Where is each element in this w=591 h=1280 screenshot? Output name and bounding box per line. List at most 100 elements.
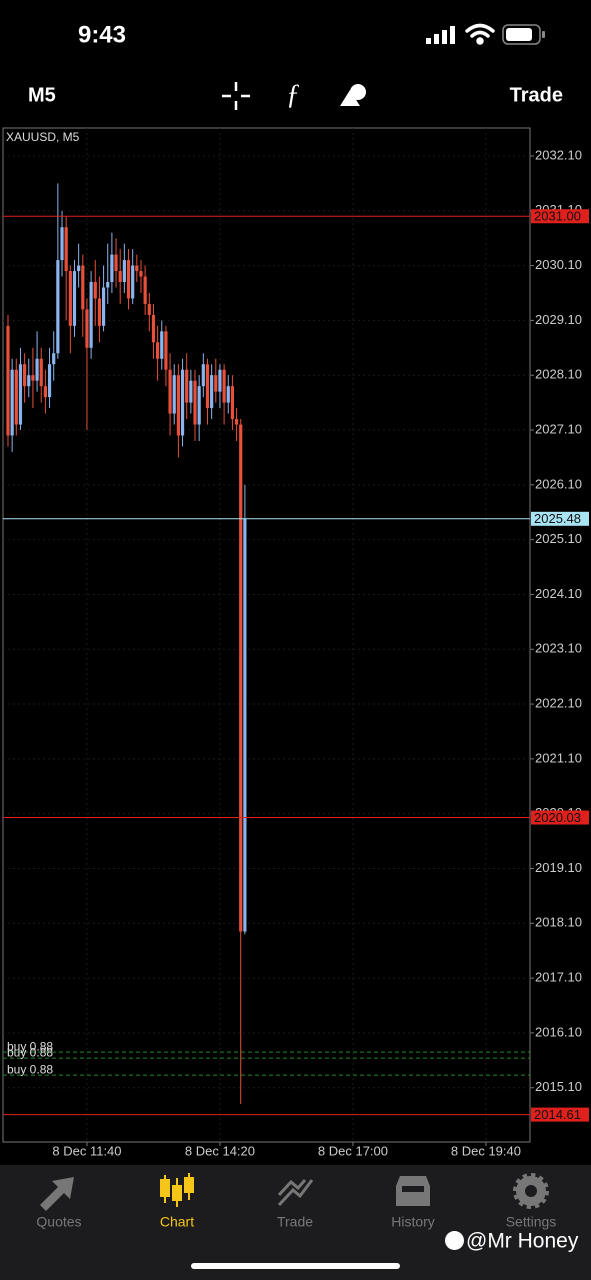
chart-icon xyxy=(160,1173,194,1207)
order-label: buy 0.88 xyxy=(7,1045,53,1059)
objects-button[interactable] xyxy=(340,84,366,106)
candle-body xyxy=(72,271,77,326)
candle-body xyxy=(110,254,114,283)
candle-body xyxy=(101,287,106,326)
candle-body xyxy=(214,375,218,392)
price-level-tag xyxy=(531,209,589,224)
tabs: Quotes Chart Trade History Settings xyxy=(36,1214,556,1230)
y-tick-label: 2030.10 xyxy=(535,257,582,272)
tab-label[interactable]: Quotes xyxy=(36,1214,81,1230)
candle-body xyxy=(64,227,68,272)
candle-body xyxy=(122,260,126,283)
candle-body xyxy=(18,364,23,425)
candle-body xyxy=(23,364,27,387)
plot: 2032.102031.102030.102029.102028.102027.… xyxy=(3,128,589,1158)
trade-icon xyxy=(277,1179,314,1207)
y-tick-label: 2026.10 xyxy=(535,476,582,491)
candle-body xyxy=(114,254,118,272)
candle-body xyxy=(60,227,64,261)
candle-body xyxy=(14,369,18,425)
y-tick-label: 2019.10 xyxy=(535,860,582,875)
y-tick-label: 2021.10 xyxy=(535,750,582,765)
tab-label[interactable]: Trade xyxy=(277,1214,313,1230)
facebook-icon xyxy=(445,1231,464,1250)
candle-body xyxy=(143,276,147,304)
price-level-label: 2025.48 xyxy=(534,511,581,526)
wifi-icon xyxy=(465,23,495,45)
price-level-tag xyxy=(531,1107,589,1122)
candle-body xyxy=(239,424,243,932)
candle-body xyxy=(31,375,35,381)
candle-body xyxy=(151,314,156,343)
candle-body xyxy=(89,282,93,348)
tab-label[interactable]: History xyxy=(391,1214,435,1230)
candle-body xyxy=(10,369,14,436)
candle-body xyxy=(164,331,168,370)
candle-body xyxy=(35,358,39,381)
candle-body xyxy=(218,369,222,392)
trade-button[interactable]: Trade xyxy=(510,84,563,106)
battery-icon xyxy=(502,24,545,45)
candle-body xyxy=(106,282,110,288)
candle-body xyxy=(226,386,230,403)
candle-body xyxy=(81,265,85,310)
home-indicator xyxy=(191,1263,400,1269)
watermark: @Mr Honey xyxy=(466,1230,579,1253)
order-label: buy 0.88 xyxy=(7,1062,53,1076)
y-tick-label: 2027.10 xyxy=(535,421,582,436)
indicators-button[interactable]: ƒ xyxy=(286,79,300,110)
candle-body xyxy=(56,260,60,354)
tab-label[interactable]: Chart xyxy=(160,1214,194,1230)
y-tick-label: 2023.10 xyxy=(535,641,582,656)
price-level-label: 2014.61 xyxy=(534,1107,581,1122)
x-tick-label: 8 Dec 11:40 xyxy=(52,1143,121,1158)
candle-body xyxy=(135,265,139,272)
price-level-tag xyxy=(531,810,589,825)
y-tick-label: 2032.10 xyxy=(535,147,582,162)
candle-body xyxy=(193,380,197,425)
candle-body xyxy=(180,369,185,436)
candle-body xyxy=(6,325,10,436)
timeframe-button[interactable]: M5 xyxy=(28,84,56,106)
candle-body xyxy=(147,303,151,315)
candle-body xyxy=(160,331,164,359)
price-level-label: 2020.03 xyxy=(534,810,581,825)
quotes-icon xyxy=(40,1177,74,1211)
candle-body xyxy=(43,386,47,398)
y-tick-label: 2025.10 xyxy=(535,531,582,546)
candle-body xyxy=(230,386,235,420)
candle-body xyxy=(27,375,31,387)
tab-label[interactable]: Settings xyxy=(506,1214,557,1230)
candle-body xyxy=(52,353,56,365)
candle-body xyxy=(39,358,43,387)
y-tick-label: 2024.10 xyxy=(535,586,582,601)
y-tick-label: 2015.10 xyxy=(535,1079,582,1094)
candle-body xyxy=(172,375,176,414)
settings-icon xyxy=(513,1173,549,1209)
candle-body xyxy=(205,364,210,409)
candle-body xyxy=(243,518,247,932)
candle-body xyxy=(234,419,239,425)
candle-body xyxy=(139,271,143,277)
candle-body xyxy=(222,369,226,403)
y-tick-label: 2017.10 xyxy=(535,970,582,985)
y-tick-label: 2016.10 xyxy=(535,1024,582,1039)
x-tick-label: 8 Dec 17:00 xyxy=(318,1143,388,1158)
candle-body xyxy=(47,364,52,398)
candle-body xyxy=(68,271,72,326)
y-tick-label: 2028.10 xyxy=(535,367,582,382)
candle-body xyxy=(197,386,201,425)
candle-body xyxy=(97,298,102,326)
candle-body xyxy=(185,369,189,403)
x-tick-label: 8 Dec 14:20 xyxy=(185,1143,255,1158)
order-label: buy 0.88 xyxy=(7,1039,53,1053)
signal-icon xyxy=(426,26,455,44)
price-level-label: 2031.00 xyxy=(534,209,581,224)
candle-body xyxy=(189,380,193,403)
candle-body xyxy=(168,369,172,414)
candle-body xyxy=(176,375,180,436)
crosshair-button[interactable] xyxy=(222,82,250,110)
history-icon xyxy=(396,1176,430,1206)
